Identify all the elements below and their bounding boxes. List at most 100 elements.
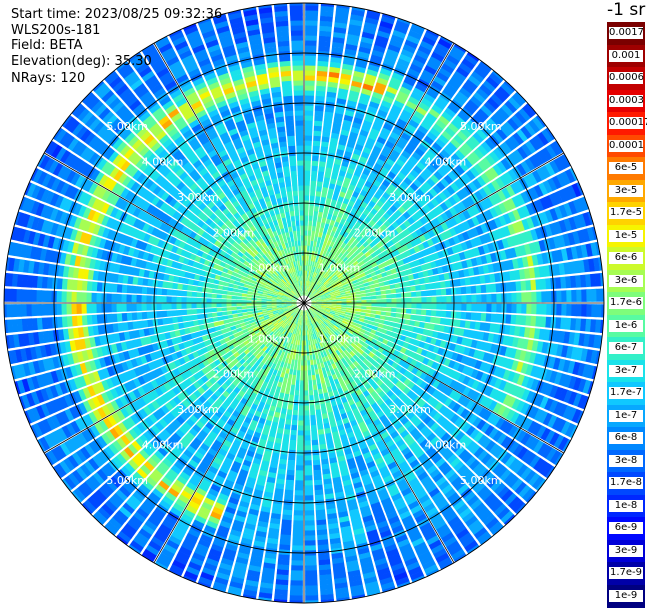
ray-gate-cell	[292, 374, 297, 381]
ray-gate-cell	[457, 233, 466, 243]
ray-gate-cell	[312, 454, 320, 461]
ray-gate-cell	[304, 190, 310, 196]
ray-gate-cell	[424, 64, 437, 76]
ray-gate-cell	[506, 303, 512, 313]
ray-gate-cell	[316, 85, 326, 92]
ray-gate-cell	[304, 290, 306, 296]
ray-gate-cell	[499, 124, 512, 137]
ray-gate-cell	[318, 45, 330, 52]
ray-gate-cell	[308, 375, 312, 381]
ray-gate-cell	[395, 217, 403, 226]
ray-gate-cell	[385, 158, 395, 167]
ray-gate-cell	[409, 25, 424, 36]
ray-gate-cell	[446, 303, 452, 311]
ray-gate-cell	[427, 269, 434, 276]
ray-gate-cell	[287, 378, 292, 385]
ray-gate-cell	[326, 157, 335, 164]
ray-gate-cell	[346, 246, 353, 253]
ray-gate-cell	[333, 26, 347, 34]
ray-gate-cell	[473, 112, 486, 124]
ray-gate-cell	[486, 182, 497, 194]
ray-gate-cell	[317, 280, 322, 286]
ray-gate-cell	[544, 224, 553, 237]
ray-gate-cell	[315, 295, 321, 299]
ray-gate-cell	[420, 284, 427, 291]
ray-gate-cell	[304, 125, 313, 131]
ray-gate-cell	[342, 119, 352, 127]
ray-gate-cell	[435, 138, 446, 149]
ray-gate-cell	[389, 108, 400, 118]
ray-gate-cell	[300, 330, 303, 336]
ray-gate-cell	[317, 216, 322, 223]
ray-gate-cell	[384, 53, 398, 63]
ray-gate-cell	[400, 132, 412, 142]
ray-gate-cell	[329, 279, 335, 284]
ray-gate-cell	[304, 90, 315, 96]
ray-gate-cell	[311, 300, 317, 302]
ray-gate-cell	[461, 303, 467, 311]
ray-gate-cell	[440, 231, 448, 241]
ray-gate-cell	[326, 268, 331, 274]
ray-gate-cell	[307, 235, 311, 241]
ray-gate-cell	[441, 303, 447, 310]
ray-gate-cell	[441, 130, 453, 141]
ray-gate-cell	[306, 260, 309, 266]
ray-gate-cell	[531, 303, 537, 315]
ray-gate-cell	[312, 220, 317, 227]
ray-gate-cell	[348, 263, 355, 269]
ray-gate-cell	[317, 287, 322, 292]
ray-gate-cell	[324, 291, 330, 295]
ray-gate-cell	[304, 215, 309, 221]
ray-gate-cell	[449, 217, 458, 227]
ray-gate-cell	[518, 108, 531, 122]
ray-gate-cell	[456, 295, 462, 303]
ray-gate-cell	[317, 274, 322, 280]
ray-gate-cell	[436, 95, 449, 107]
ray-gate-cell	[387, 196, 396, 205]
ray-gate-cell	[298, 355, 301, 361]
ray-gate-cell	[385, 312, 392, 317]
ray-gate-cell	[318, 166, 325, 172]
ray-gate-cell	[305, 5, 319, 11]
ray-gate-cell	[376, 30, 391, 39]
ray-gate-cell	[472, 178, 482, 190]
ray-gate-cell	[508, 96, 521, 110]
ray-gate-cell	[324, 171, 332, 179]
ray-gate-cell	[371, 303, 377, 307]
ray-gate-cell	[299, 345, 302, 351]
ray-gate-cell	[447, 171, 458, 182]
ray-gate-cell	[391, 307, 397, 313]
ray-gate-cell	[310, 185, 316, 192]
ray-gate-cell	[348, 255, 355, 261]
ray-gate-cell	[340, 254, 346, 261]
ray-gate-cell	[411, 303, 417, 309]
ray-gate-cell	[289, 590, 303, 596]
ray-gate-cell	[384, 254, 391, 261]
ray-gate-cell	[327, 213, 333, 220]
ray-gate-cell	[306, 291, 310, 297]
ray-gate-cell	[376, 307, 382, 311]
ray-gate-cell	[346, 307, 352, 311]
ray-gate-cell	[334, 278, 340, 283]
ray-gate-cell	[318, 289, 324, 294]
ray-gate-cell	[305, 585, 318, 591]
ray-gate-cell	[395, 226, 404, 234]
ray-gate-cell	[308, 255, 312, 261]
ray-gate-cell	[409, 63, 423, 74]
ray-gate-cell	[333, 221, 340, 228]
ray-gate-cell	[361, 247, 369, 254]
ray-gate-cell	[330, 296, 337, 299]
ray-gate-cell	[329, 61, 341, 69]
ray-gate-cell	[371, 306, 377, 311]
ray-gate-cell	[329, 178, 337, 185]
ray-gate-cell	[304, 85, 315, 91]
ray-gate-cell	[480, 255, 488, 265]
ray-gate-cell	[306, 340, 309, 346]
ray-gate-cell	[471, 204, 480, 215]
ray-gate-cell	[548, 193, 559, 207]
ray-gate-cell	[521, 218, 530, 231]
ray-gate-cell	[334, 289, 340, 293]
ray-gate-cell	[480, 223, 489, 234]
ray-gate-cell	[549, 160, 560, 174]
ray-gate-cell	[367, 277, 374, 282]
